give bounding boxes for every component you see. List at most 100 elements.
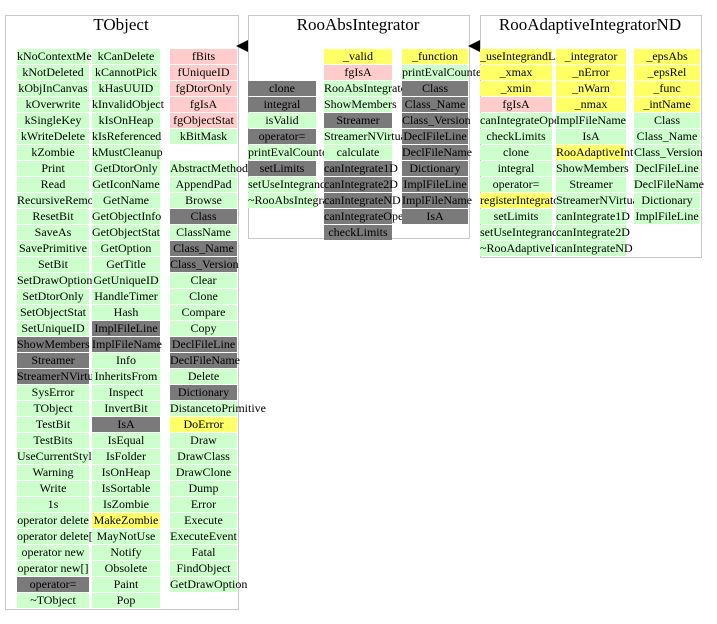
- member-cell[interactable]: Class_Name: [170, 241, 237, 256]
- member-cell[interactable]: ImplFileLine: [402, 177, 468, 192]
- member-cell[interactable]: DistancetoPrimitive: [170, 401, 266, 416]
- member-cell[interactable]: _xmax: [480, 65, 552, 80]
- member-cell[interactable]: IsA: [556, 129, 626, 144]
- member-cell[interactable]: fgDtorOnly: [170, 81, 237, 96]
- member-cell[interactable]: fgObjectStat: [170, 113, 237, 128]
- member-cell[interactable]: ExecuteEvent: [170, 529, 237, 544]
- member-cell[interactable]: Inspect: [92, 385, 160, 400]
- member-cell[interactable]: registerIntegrator: [480, 193, 564, 208]
- member-cell[interactable]: InvertBit: [92, 401, 160, 416]
- member-cell[interactable]: calculate: [324, 145, 392, 160]
- member-cell[interactable]: Pop: [92, 593, 160, 608]
- member-cell[interactable]: GetOption: [92, 241, 160, 256]
- member-cell[interactable]: Paint: [92, 577, 160, 592]
- member-cell[interactable]: SaveAs: [17, 225, 89, 240]
- member-cell[interactable]: Error: [170, 497, 237, 512]
- member-cell[interactable]: ~RooAbsIntegrator: [248, 193, 342, 208]
- member-cell[interactable]: SetDrawOption: [17, 273, 93, 288]
- member-cell[interactable]: Draw: [170, 433, 237, 448]
- member-cell[interactable]: SetDtorOnly: [17, 289, 89, 304]
- member-cell[interactable]: _epsAbs: [634, 49, 700, 64]
- member-cell[interactable]: Dictionary: [170, 385, 237, 400]
- member-cell[interactable]: kWriteDelete: [17, 129, 89, 144]
- member-cell[interactable]: Info: [92, 353, 160, 368]
- member-cell[interactable]: StreamerNVirtual: [556, 193, 642, 208]
- member-cell[interactable]: printEvalCounter: [248, 145, 332, 160]
- member-cell[interactable]: IsA: [92, 417, 160, 432]
- member-cell[interactable]: DeclFileName: [634, 177, 704, 192]
- member-cell[interactable]: Obsolete: [92, 561, 160, 576]
- member-cell[interactable]: Dictionary: [402, 161, 468, 176]
- member-cell[interactable]: Class_Version: [170, 257, 239, 272]
- member-cell[interactable]: MayNotUse: [92, 529, 160, 544]
- member-cell[interactable]: IsEqual: [92, 433, 160, 448]
- member-cell[interactable]: IsZombie: [92, 497, 160, 512]
- member-cell[interactable]: setUseIntegrandLimits: [248, 177, 358, 192]
- member-cell[interactable]: kHasUUID: [92, 81, 160, 96]
- member-cell[interactable]: kBitMask: [170, 129, 237, 144]
- member-cell[interactable]: canIntegrate2D: [556, 225, 630, 240]
- member-cell[interactable]: Write: [17, 481, 89, 496]
- member-cell[interactable]: ShowMembers: [17, 337, 90, 352]
- member-cell[interactable]: FindObject: [170, 561, 237, 576]
- member-cell[interactable]: _nWarn: [556, 81, 626, 96]
- member-cell[interactable]: kCannotPick: [92, 65, 160, 80]
- member-cell[interactable]: Class_Version: [634, 145, 703, 160]
- member-cell[interactable]: TestBits: [17, 433, 89, 448]
- member-cell[interactable]: kCanDelete: [92, 49, 160, 64]
- member-cell[interactable]: Dump: [170, 481, 237, 496]
- member-cell[interactable]: _nError: [556, 65, 626, 80]
- member-cell[interactable]: kIsReferenced: [92, 129, 162, 144]
- member-cell[interactable]: MakeZombie: [92, 513, 160, 528]
- member-cell[interactable]: SetBit: [17, 257, 89, 272]
- member-cell[interactable]: _intName: [634, 97, 700, 112]
- member-cell[interactable]: _xmin: [480, 81, 552, 96]
- member-cell[interactable]: ~RooAdaptiveIntegratorND: [480, 241, 616, 256]
- member-cell[interactable]: Warning: [17, 465, 89, 480]
- member-cell[interactable]: setUseIntegrandLimits: [480, 225, 590, 240]
- member-cell[interactable]: _nmax: [556, 97, 626, 112]
- member-cell[interactable]: Execute: [170, 513, 237, 528]
- member-cell[interactable]: _useIntegrandLimits: [480, 49, 580, 64]
- member-cell[interactable]: Class: [402, 81, 468, 96]
- member-cell[interactable]: canIntegrate1D: [324, 161, 398, 176]
- member-cell[interactable]: Streamer: [17, 353, 89, 368]
- member-cell[interactable]: checkLimits: [480, 129, 552, 144]
- member-cell[interactable]: kInvalidObject: [92, 97, 164, 112]
- member-cell[interactable]: operator=: [480, 177, 552, 192]
- member-cell[interactable]: Class_Name: [402, 97, 468, 112]
- member-cell[interactable]: Class: [170, 209, 237, 224]
- member-cell[interactable]: _valid: [324, 49, 392, 64]
- member-cell[interactable]: RecursiveRemove: [17, 193, 105, 208]
- member-cell[interactable]: UseCurrentStyle: [17, 449, 97, 464]
- member-cell[interactable]: operator new[]: [17, 561, 89, 576]
- member-cell[interactable]: GetObjectInfo: [92, 209, 162, 224]
- member-cell[interactable]: IsOnHeap: [92, 465, 160, 480]
- member-cell[interactable]: AppendPad: [170, 177, 237, 192]
- member-cell[interactable]: DeclFileName: [170, 353, 240, 368]
- member-cell[interactable]: operator=: [248, 129, 316, 144]
- member-cell[interactable]: _func: [634, 81, 700, 96]
- member-cell[interactable]: fgIsA: [170, 97, 237, 112]
- member-cell[interactable]: Delete: [170, 369, 237, 384]
- member-cell[interactable]: ImplFileName: [92, 337, 162, 352]
- member-cell[interactable]: SavePrimitive: [17, 241, 89, 256]
- member-cell[interactable]: Streamer: [556, 177, 626, 192]
- member-cell[interactable]: fgIsA: [480, 97, 552, 112]
- member-cell[interactable]: GetDtorOnly: [92, 161, 160, 176]
- member-cell[interactable]: isValid: [248, 113, 316, 128]
- member-cell[interactable]: Streamer: [324, 113, 392, 128]
- member-cell[interactable]: fUniqueID: [170, 65, 237, 80]
- member-cell[interactable]: setLimits: [248, 161, 316, 176]
- member-cell[interactable]: kMustCleanup: [92, 145, 163, 160]
- member-cell[interactable]: GetObjectStat: [92, 225, 160, 240]
- member-cell[interactable]: kNoContextMenu: [17, 49, 104, 64]
- member-cell[interactable]: Class: [634, 113, 700, 128]
- member-cell[interactable]: _epsRel: [634, 65, 700, 80]
- member-cell[interactable]: DeclFileLine: [634, 161, 700, 176]
- member-cell[interactable]: Hash: [92, 305, 160, 320]
- member-cell[interactable]: Clone: [170, 289, 237, 304]
- member-cell[interactable]: canIntegrate2D: [324, 177, 398, 192]
- member-cell[interactable]: DrawClass: [170, 449, 237, 464]
- member-cell[interactable]: ShowMembers: [324, 97, 397, 112]
